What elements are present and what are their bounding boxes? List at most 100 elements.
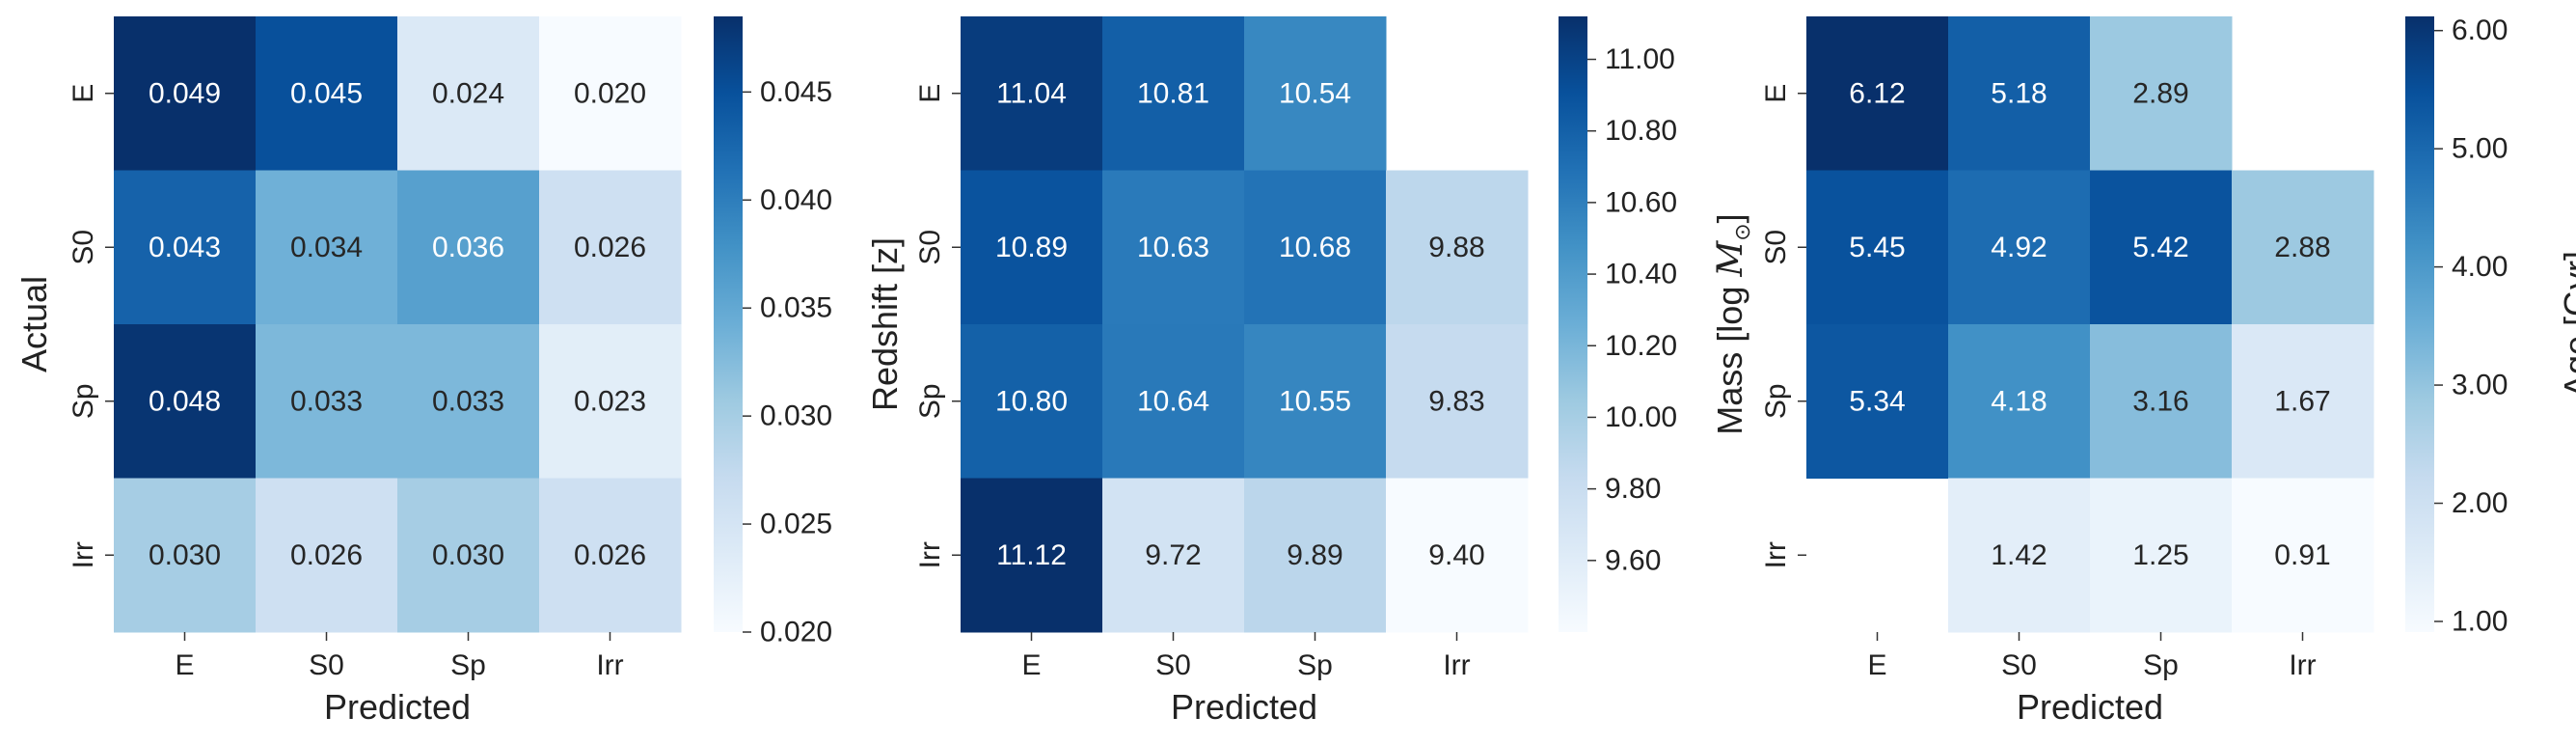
colorbar — [714, 16, 743, 632]
heatmap-cell — [114, 16, 257, 171]
heatmap-cell — [2090, 170, 2233, 325]
colorbar-tick-label: 10.00 — [1605, 401, 1677, 433]
cell-value-label: 1.67 — [2274, 385, 2330, 417]
colorbar-label-part: M — [1711, 240, 1750, 278]
colorbar-tick-label: 9.60 — [1605, 544, 1661, 576]
cell-value-label: 2.88 — [2274, 232, 2330, 263]
colorbar-tick-label: 10.80 — [1605, 115, 1677, 147]
cell-value-label: 0.030 — [432, 539, 504, 571]
cell-value-label: 4.92 — [1991, 232, 2047, 263]
heatmap-cell — [1386, 170, 1529, 325]
cell-value-label: 0.91 — [2274, 539, 2330, 571]
colorbar-tick-label: 0.025 — [760, 509, 832, 540]
heatmap-cell — [1102, 16, 1245, 171]
cell-value-label: 10.81 — [1137, 77, 1209, 109]
cell-value-label: 9.72 — [1145, 539, 1201, 571]
colorbar-label: Age [Gyr] — [2557, 251, 2576, 398]
x-tick-label: E — [1021, 649, 1041, 681]
y-tick-label: Sp — [1760, 383, 1792, 419]
heatmap-cell — [1806, 16, 1949, 171]
heatmap-panel-1: 0.049 0.045 0.024 0.020 0.043 0.034 0.036 0.026… — [14, 16, 905, 727]
colorbar-tick-label: 0.020 — [760, 617, 832, 648]
heatmap-cell — [1244, 324, 1387, 479]
x-axis-label: Predicted — [2017, 687, 2163, 727]
heatmap-cell — [1806, 324, 1949, 479]
cell-value-label: 10.89 — [995, 232, 1068, 263]
cell-value-label: 2.89 — [2132, 77, 2188, 109]
cell-value-label: 3.16 — [2132, 385, 2188, 417]
heatmap-cell — [539, 170, 682, 325]
x-tick-label: E — [1867, 649, 1886, 681]
heatmap-cell — [1948, 478, 2091, 633]
colorbar — [2405, 16, 2434, 632]
colorbar-tick-label: 0.035 — [760, 292, 832, 324]
heatmap-panel-3: 6.12 5.18 2.89 5.45 4.92 5.42 2.88 5.34 4.18 3.16… — [1760, 14, 2576, 727]
cell-value-label: 10.54 — [1279, 77, 1351, 109]
cell-value-label: 10.68 — [1279, 232, 1351, 263]
heatmap-cell — [114, 478, 257, 633]
colorbar-tick-label: 3.00 — [2452, 370, 2508, 401]
heatmap-cell — [961, 16, 1103, 171]
colorbar-label-part: ] — [1710, 213, 1749, 223]
x-axis-label: Predicted — [1171, 687, 1317, 727]
cell-value-label: 0.020 — [574, 77, 646, 109]
cell-value-label: 1.42 — [1991, 539, 2047, 571]
heatmap-cell — [2232, 170, 2374, 325]
cell-value-label: 0.030 — [149, 539, 221, 571]
cell-value-label: 10.63 — [1137, 232, 1209, 263]
y-tick-label: Irr — [1760, 541, 1792, 568]
cell-value-label: 0.043 — [149, 232, 221, 263]
heatmap-cell — [539, 16, 682, 171]
cell-value-label: 0.045 — [290, 77, 363, 109]
cell-value-label: 9.88 — [1428, 232, 1484, 263]
heatmap-panel-2: 11.04 10.81 10.54 10.89 10.63 10.68 9.88 10.80 1… — [914, 16, 1754, 727]
heatmap-cell — [1386, 478, 1529, 633]
heatmap-cell — [1244, 170, 1387, 325]
cell-value-label: 0.033 — [432, 385, 504, 417]
colorbar-label-part: Mass [log — [1710, 277, 1749, 435]
heatmap-cell — [961, 170, 1103, 325]
heatmap-cell — [256, 324, 398, 479]
cell-value-label: 11.12 — [996, 539, 1067, 571]
cell-value-label: 5.42 — [2132, 232, 2188, 263]
colorbar-tick-label: 10.60 — [1605, 186, 1677, 218]
cell-value-label: 0.026 — [290, 539, 363, 571]
cell-value-label: 9.83 — [1428, 385, 1484, 417]
colorbar-tick-label: 6.00 — [2452, 14, 2508, 46]
heatmap-cell — [397, 170, 540, 325]
y-tick-label: E — [1760, 84, 1792, 103]
heatmap-cell — [961, 324, 1103, 479]
colorbar-tick-label: 0.040 — [760, 184, 832, 216]
x-tick-label: Irr — [2289, 649, 2316, 681]
cell-value-label: 5.45 — [1849, 232, 1905, 263]
heatmap-cell — [397, 478, 540, 633]
y-tick-label: Sp — [914, 383, 946, 419]
colorbar-tick-label: 2.00 — [2452, 487, 2508, 519]
heatmap-cell — [397, 16, 540, 171]
cell-value-label: 10.55 — [1279, 385, 1351, 417]
y-tick-label: S0 — [914, 230, 946, 265]
cell-value-label: 0.034 — [290, 232, 363, 263]
x-tick-label: E — [175, 649, 194, 681]
cell-value-label: 11.04 — [996, 77, 1067, 109]
heatmap-cell — [1102, 324, 1245, 479]
heatmap-cell — [1948, 16, 2091, 171]
cell-value-label: 0.024 — [432, 77, 504, 109]
heatmap-cell — [1244, 16, 1387, 171]
cell-value-label: 9.89 — [1287, 539, 1342, 571]
cell-value-label: 10.80 — [995, 385, 1068, 417]
x-axis-label: Predicted — [324, 687, 471, 727]
cell-value-label: 6.12 — [1849, 77, 1905, 109]
y-tick-label: Irr — [914, 541, 946, 568]
heatmap-cell — [1948, 170, 2091, 325]
colorbar-label: Mass [log M⊙] — [1710, 213, 1754, 434]
colorbar-label-part: ⊙ — [1730, 223, 1754, 240]
cell-value-label: 0.049 — [149, 77, 221, 109]
heatmap-cell — [2232, 478, 2374, 633]
colorbar-tick-label: 0.030 — [760, 400, 832, 432]
y-tick-label: E — [914, 84, 946, 103]
heatmap-cell — [1102, 478, 1245, 633]
colorbar-tick-label: 0.045 — [760, 76, 832, 108]
cell-value-label: 0.048 — [149, 385, 221, 417]
